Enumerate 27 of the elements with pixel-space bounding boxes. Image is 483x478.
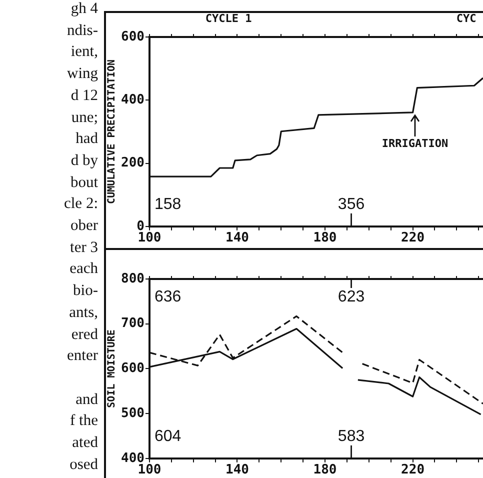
x-tick-label: 220 bbox=[401, 230, 425, 246]
annotation: 583 bbox=[338, 428, 365, 445]
x-tick-label: 100 bbox=[138, 462, 162, 478]
annotation: 604 bbox=[154, 428, 182, 445]
y-tick-label: 400 bbox=[120, 92, 145, 108]
x-tick-label: 140 bbox=[226, 230, 250, 246]
text: CYC bbox=[456, 12, 476, 25]
y-axis-title: SOIL MOISTURE bbox=[106, 330, 118, 408]
y-tick-label: 800 bbox=[120, 271, 145, 286]
text: CYCLE 1 bbox=[205, 12, 252, 25]
text: gh 4 ndis- ient, wing d 12 une; had d by bout cle 2: ober ter 3 each bio- ants, ered enter and f the ated osed bbox=[64, 0, 98, 473]
annotation: 623 bbox=[338, 288, 365, 306]
y-tick-label: 600 bbox=[120, 361, 145, 376]
annotation: 158 bbox=[154, 196, 182, 213]
x-tick-label: 140 bbox=[226, 462, 250, 478]
y-tick-label: 200 bbox=[120, 156, 145, 171]
annotation: 356 bbox=[338, 196, 365, 213]
y-tick-label: 700 bbox=[120, 316, 145, 332]
y-tick-label: 600 bbox=[120, 29, 145, 44]
x-tick-label: 100 bbox=[138, 230, 162, 246]
annotation: 636 bbox=[154, 288, 182, 306]
y-axis-title: CUMULATIVE PRECIPITATION bbox=[106, 59, 118, 204]
x-tick-label: 180 bbox=[313, 462, 337, 478]
y-tick-label: 500 bbox=[120, 406, 145, 421]
x-tick-label: 180 bbox=[313, 230, 337, 246]
x-tick-label: 220 bbox=[401, 462, 425, 478]
annotation: IRRIGATION bbox=[382, 136, 448, 150]
